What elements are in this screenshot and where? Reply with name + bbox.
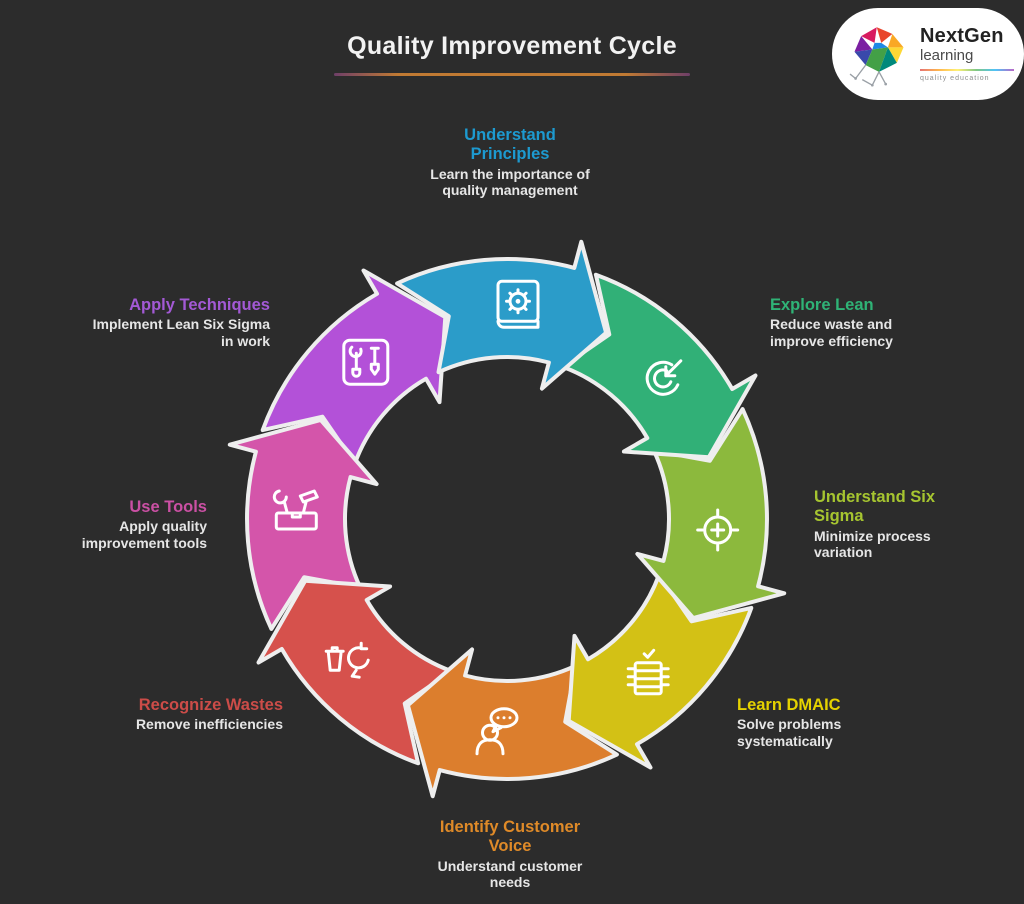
step-label-use-tools: Use Tools Apply quality improvement tool… [55, 498, 207, 552]
checklist-icon [626, 648, 670, 696]
step-label-explore-lean: Explore Lean Reduce waste and improve ef… [770, 296, 930, 350]
crosshair-icon [696, 508, 740, 552]
ring-segment-apply-techniques [260, 268, 448, 466]
ring-segment-understand-six-sigma [635, 407, 787, 621]
step-label-understand-principles: Understand Principles Learn the importan… [425, 126, 595, 199]
step-desc: Learn the importance of quality manageme… [430, 165, 590, 199]
brand-logo: NextGen learning quality education [832, 8, 1024, 100]
step-desc: Understand customer needs [437, 857, 583, 891]
logo-name: NextGen [920, 24, 1004, 47]
step-title: Explore Lean [770, 296, 874, 314]
logo-gradient-line [920, 68, 1014, 71]
step-desc: Apply quality improvement tools [81, 518, 207, 551]
step-desc: Minimize process variation [814, 527, 931, 561]
step-label-learn-dmaic: Learn DMAIC Solve problems systematicall… [737, 696, 887, 750]
ring-segment-use-tools [227, 417, 379, 631]
logo-text-block: NextGen learning quality education [920, 24, 1014, 82]
title-underline [334, 73, 690, 76]
step-title: Understand Six Sigma [814, 488, 936, 526]
step-desc: Implement Lean Six Sigma in work [92, 316, 270, 349]
ring-segment-understand-principles [395, 239, 609, 391]
title-block: Quality Improvement Cycle [0, 32, 1024, 76]
customer-voice-icon [475, 707, 519, 756]
step-label-identify-customer-voice: Identify Customer Voice Understand custo… [420, 818, 600, 891]
step-label-apply-techniques: Apply Techniques Implement Lean Six Sigm… [88, 296, 270, 350]
logo-subname: learning [920, 46, 974, 64]
page-title: Quality Improvement Cycle [347, 32, 677, 60]
book-gear-icon [496, 279, 540, 329]
waste-icon [324, 641, 370, 679]
step-title: Identify Customer Voice [439, 818, 581, 856]
target-arrow-icon [645, 359, 683, 396]
step-title: Understand Principles [464, 126, 556, 164]
step-label-understand-six-sigma: Understand Six Sigma Minimize process va… [814, 488, 954, 561]
brain-logo-icon [849, 27, 904, 87]
step-title: Learn DMAIC [737, 696, 841, 714]
step-desc: Reduce waste and improve efficiency [770, 316, 893, 349]
wrench-screwdriver-icon [342, 338, 390, 386]
step-desc: Solve problems systematically [737, 716, 842, 749]
step-title: Recognize Wastes [138, 696, 283, 714]
ring-segment-explore-lean [560, 272, 758, 460]
toolbox-icon [272, 489, 319, 531]
step-desc: Remove inefficiencies [135, 716, 283, 733]
logo-tagline: quality education [920, 74, 990, 82]
step-label-recognize-wastes: Recognize Wastes Remove inefficiencies [103, 696, 283, 733]
step-title: Apply Techniques [129, 296, 270, 314]
step-title: Use Tools [129, 498, 207, 516]
